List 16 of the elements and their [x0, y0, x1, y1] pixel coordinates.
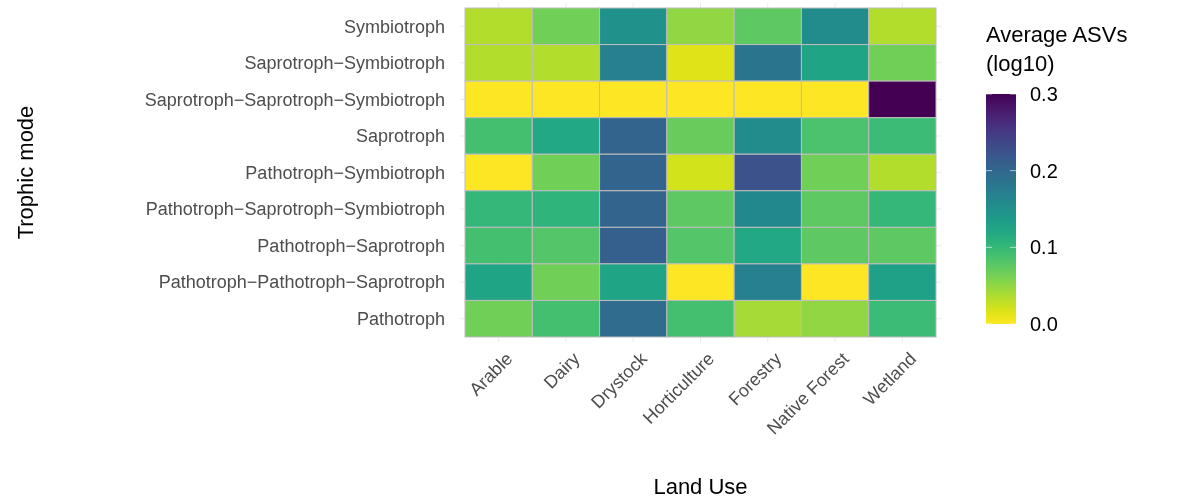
y-tick-label: Pathotroph — [356, 309, 445, 330]
color-bar-label: 0.0 — [1030, 313, 1058, 335]
y-tick-label: Pathotroph−Saprotroph — [257, 235, 445, 256]
y-tick-label: Saprotroph−Saprotroph−Symbiotroph — [144, 89, 445, 110]
y-tick-label: Saprotroph−Symbiotroph — [244, 53, 445, 74]
x-axis-title: Land Use — [653, 474, 748, 499]
color-bar-label: 0.1 — [1030, 236, 1058, 259]
y-tick-label: Pathotroph−Symbiotroph — [245, 162, 445, 183]
color-bar-label: 0.3 — [1030, 83, 1058, 105]
y-tick-label: Saprotroph — [355, 126, 445, 147]
color-bar-label: 0.2 — [1030, 159, 1058, 182]
color-bar-title: Average ASVs (log10) — [986, 22, 1128, 76]
y-tick-label: Symbiotroph — [343, 16, 445, 37]
y-tick-label: Pathotroph−Pathotroph−Saprotroph — [158, 272, 445, 293]
y-axis-title: Trophic mode — [13, 105, 38, 240]
y-tick-label: Pathotroph−Saprotroph−Symbiotroph — [145, 199, 445, 220]
